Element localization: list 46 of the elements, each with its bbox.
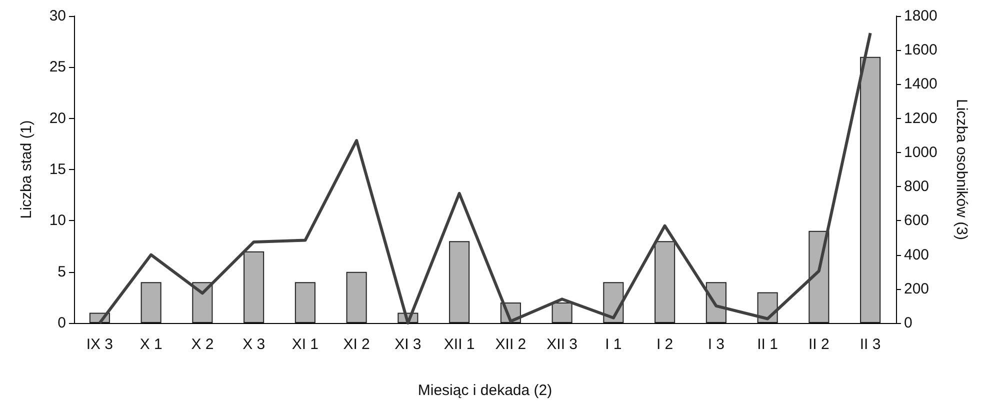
- x-tick-label: XI 3: [394, 336, 422, 353]
- y2-tick-label: 1400: [904, 76, 938, 93]
- y-tick-label: 30: [49, 8, 66, 24]
- y-axis-title: Liczba stad (1): [18, 120, 35, 219]
- y-tick-label: 15: [49, 161, 66, 178]
- x-tick-label: XII 1: [444, 336, 475, 353]
- bar: [654, 241, 676, 323]
- y2-tick-label: 1600: [904, 42, 938, 59]
- y2-tick-label: 1000: [904, 144, 938, 161]
- y2-tick-label: 800: [904, 178, 930, 196]
- x-tick-label: II 1: [757, 336, 778, 353]
- bar: [346, 272, 367, 323]
- bar: [294, 282, 316, 323]
- x-tick-label: I 1: [605, 336, 622, 353]
- y2-axis-title: Liczba osobników (3): [953, 99, 970, 240]
- x-tick-label: X 2: [191, 336, 214, 353]
- x-tick-label: II 3: [860, 336, 881, 353]
- x-tick-label: XI 1: [292, 336, 319, 353]
- y-tick-label: 20: [49, 110, 66, 127]
- y2-tick-label: 200: [904, 280, 930, 298]
- x-tick-label: XII 2: [495, 336, 526, 353]
- bar: [244, 251, 264, 323]
- y-tick-label: 5: [58, 263, 66, 280]
- x-tick-label: I 2: [656, 336, 674, 353]
- y-tick-label: 10: [49, 212, 66, 230]
- x-tick-label: X 1: [140, 336, 162, 353]
- y2-tick-label: 1200: [904, 110, 938, 127]
- bar: [808, 230, 830, 323]
- line-series: [98, 32, 872, 324]
- x-tick-label: XI 2: [343, 336, 370, 353]
- y2-tick-label: 1800: [904, 8, 938, 24]
- y2-tick-label: 600: [904, 212, 930, 230]
- x-axis-title: Miesiąc i dekada (2): [418, 382, 552, 399]
- y2-tick-label: 400: [904, 246, 930, 264]
- bar: [552, 302, 572, 323]
- x-tick-label: I 3: [708, 336, 725, 353]
- bar: [860, 56, 881, 323]
- bar: [140, 282, 162, 323]
- x-tick-label: II 2: [808, 336, 830, 353]
- x-tick-label: XII 3: [546, 336, 578, 353]
- y2-tick-label: 0: [904, 314, 912, 332]
- bar: [449, 241, 470, 323]
- y-tick-label: 25: [49, 58, 66, 76]
- x-tick-label: IX 3: [86, 336, 114, 353]
- y-tick-label: 0: [58, 314, 66, 332]
- x-tick-label: X 3: [242, 336, 266, 353]
